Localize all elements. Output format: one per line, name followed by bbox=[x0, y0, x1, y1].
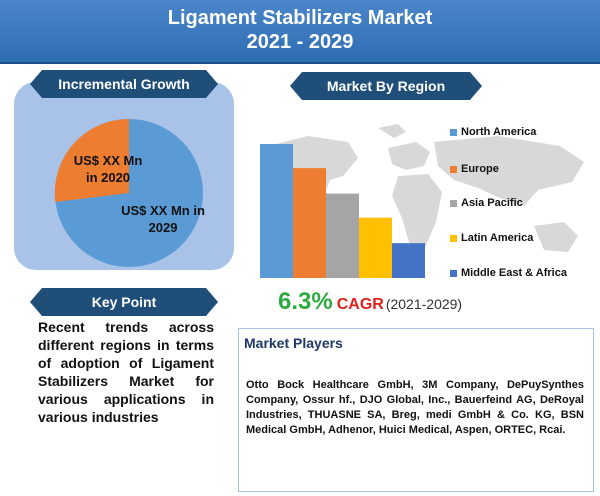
region-bars bbox=[260, 144, 425, 278]
legend-item-europe: Europe bbox=[450, 163, 499, 175]
legend-swatch bbox=[450, 269, 457, 277]
bar-middle-east-africa bbox=[392, 243, 425, 278]
legend-item-latin-america: Latin America bbox=[450, 232, 533, 244]
cagr-label: CAGR bbox=[336, 296, 384, 313]
page-header: Ligament Stabilizers Market 2021 - 2029 bbox=[0, 0, 600, 64]
key-point-heading: Key Point bbox=[30, 288, 218, 316]
cagr-period: (2021-2029) bbox=[385, 296, 463, 312]
cagr-readout: 6.3% CAGR (2021-2029) bbox=[278, 288, 462, 316]
legend-swatch bbox=[450, 234, 457, 242]
cagr-value: 6.3% bbox=[278, 288, 333, 315]
market-players-panel bbox=[238, 328, 594, 492]
page-title: Ligament Stabilizers Market bbox=[167, 7, 433, 29]
bar-europe bbox=[293, 168, 326, 278]
pie-label-2029: US$ XX Mn in 2029 bbox=[121, 203, 205, 235]
legend-swatch bbox=[450, 165, 457, 173]
legend-item-middle-east-africa: Middle East & Africa bbox=[450, 267, 567, 279]
bar-north-america bbox=[260, 144, 293, 278]
legend-item-asia-pacific: Asia Pacific bbox=[450, 197, 523, 209]
market-players-heading: Market Players bbox=[244, 335, 343, 351]
page-subtitle-years: 2021 - 2029 bbox=[246, 31, 354, 53]
legend-swatch bbox=[450, 199, 457, 207]
bar-asia-pacific bbox=[326, 193, 359, 278]
bar-latin-america bbox=[359, 217, 392, 278]
legend-item-north-america: North America bbox=[450, 126, 536, 138]
pie-slice-2020 bbox=[54, 118, 130, 202]
market-by-region-heading: Market By Region bbox=[290, 72, 482, 100]
incremental-growth-pie bbox=[54, 118, 204, 268]
legend-swatch bbox=[450, 128, 457, 136]
key-point-text: Recent trends across different regions i… bbox=[38, 319, 214, 425]
market-players-text: Otto Bock Healthcare GmbH, 3M Company, D… bbox=[246, 379, 584, 436]
incremental-growth-heading: Incremental Growth bbox=[30, 70, 218, 98]
region-chart bbox=[238, 118, 600, 286]
pie-label-2020: US$ XX Mn in 2020 bbox=[73, 153, 143, 185]
